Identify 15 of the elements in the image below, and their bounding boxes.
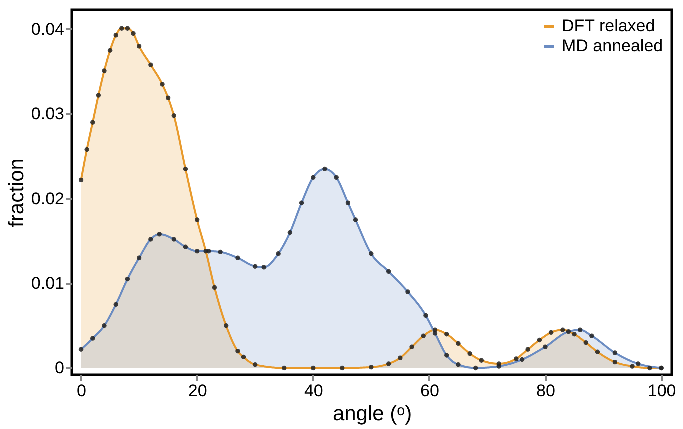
y-tick-label: 0.02 — [31, 189, 64, 208]
y-tick-label: 0.03 — [31, 104, 64, 124]
x-tick-label: 60 — [420, 382, 440, 400]
x-tick-label: 100 — [648, 382, 676, 400]
y-tick-label: 0.04 — [31, 20, 64, 39]
x-axis-title: angle (ᵒ) — [332, 402, 412, 426]
x-tick-label: 80 — [536, 382, 556, 400]
x-tick-label: 20 — [188, 382, 208, 400]
y-tick-label: 0.01 — [31, 274, 64, 294]
legend-label: MD annealed — [562, 36, 664, 56]
y-axis-title: fraction — [5, 158, 28, 228]
y-tick-label: 0 — [55, 358, 64, 378]
x-tick-label: 40 — [304, 382, 324, 400]
x-tick-label: 0 — [77, 382, 87, 400]
legend-label: DFT relaxed — [562, 16, 656, 36]
